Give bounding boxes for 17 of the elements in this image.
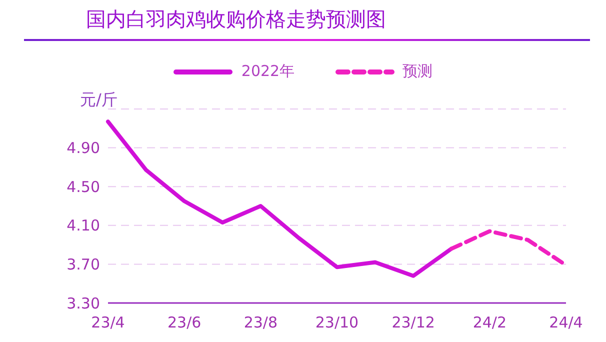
legend-label: 预测 xyxy=(402,62,433,81)
y-tick-label: 3.70 xyxy=(66,256,100,274)
x-tick-label: 23/4 xyxy=(91,314,125,332)
legend-label: 2022年 xyxy=(241,62,295,81)
y-tick-label: 4.10 xyxy=(66,216,100,235)
y-tick-label: 3.30 xyxy=(66,294,100,312)
x-tick-label: 23/6 xyxy=(167,314,202,332)
line-series xyxy=(106,120,454,278)
y-tick-label: 4.50 xyxy=(66,178,100,196)
x-tick-label: 23/10 xyxy=(315,314,359,332)
chart-title: 国内白羽肉鸡收购价格走势预测图 xyxy=(86,6,386,33)
x-tick-label: 23/12 xyxy=(392,314,435,332)
y-tick-label: 4.90 xyxy=(66,139,100,158)
y-axis-title: 元/斤 xyxy=(80,90,118,111)
x-tick-label: 24/4 xyxy=(549,314,583,332)
x-tick-label: 23/8 xyxy=(244,314,278,332)
x-tick-label: 24/2 xyxy=(472,314,507,332)
